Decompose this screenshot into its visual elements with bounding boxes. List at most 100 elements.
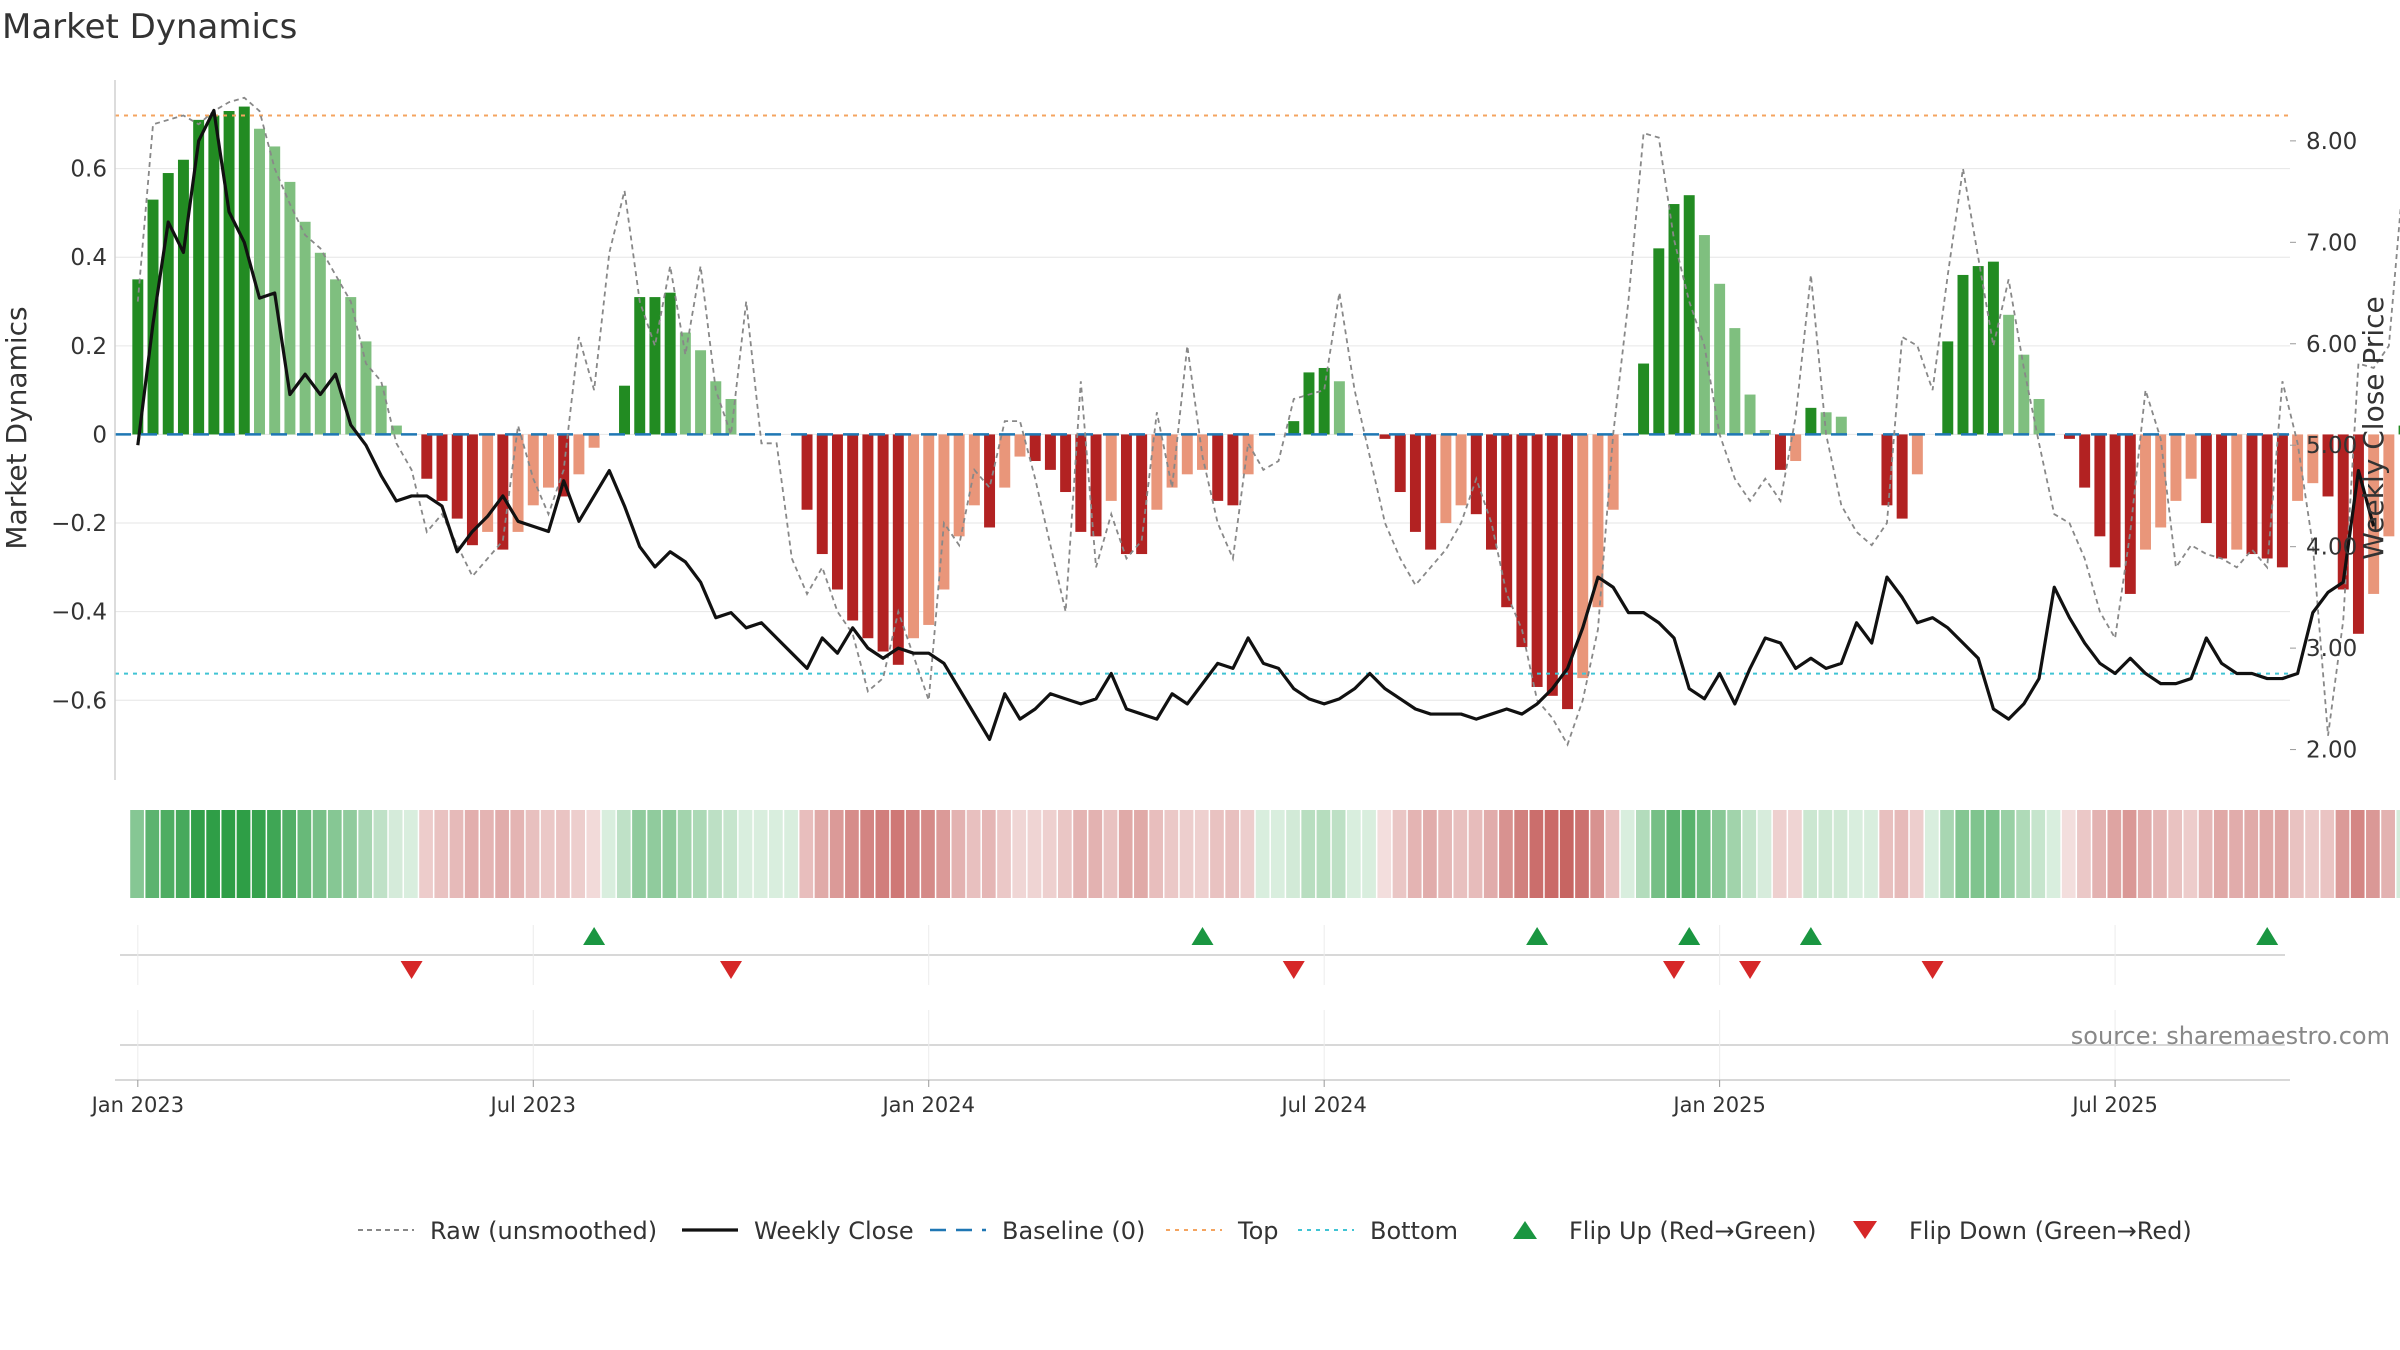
dynamics-bar — [1546, 434, 1558, 696]
flip-markers-panel — [120, 925, 2285, 1080]
flip-up-marker — [2256, 927, 2279, 945]
dynamics-bar — [1379, 434, 1391, 439]
regime-cell — [358, 810, 373, 898]
regime-cell — [1848, 810, 1863, 898]
regime-cell — [1666, 810, 1681, 898]
regime-cell — [525, 810, 540, 898]
regime-cell — [2198, 810, 2213, 898]
regime-cell — [1255, 810, 1270, 898]
dynamics-bar — [1090, 434, 1102, 537]
regime-cell — [1012, 810, 1027, 898]
regime-cell — [1712, 810, 1726, 898]
right-tick-label: 2.00 — [2306, 738, 2357, 764]
regime-cell — [2335, 810, 2350, 898]
dynamics-bar — [1683, 195, 1695, 435]
dynamics-bar — [1774, 434, 1786, 470]
left-tick-label: −0.4 — [51, 600, 107, 626]
regime-cell — [890, 810, 905, 898]
regime-cell — [1894, 810, 1909, 898]
dynamics-bar — [1835, 416, 1847, 435]
regime-cell — [2061, 810, 2076, 898]
regime-cell — [1134, 810, 1148, 898]
dynamics-bar — [451, 434, 463, 519]
regime-cell — [966, 810, 981, 898]
dynamics-bar — [1486, 434, 1497, 550]
left-tick-label: −0.2 — [51, 511, 107, 537]
regime-cell — [632, 810, 646, 898]
regime-cell — [540, 810, 555, 898]
left-tick-label: 0 — [92, 422, 107, 448]
dynamics-bar — [2063, 434, 2075, 439]
regime-cell — [1803, 810, 1817, 898]
regime-cell — [267, 810, 281, 898]
regime-cell — [1788, 810, 1802, 898]
regime-cell — [1635, 810, 1650, 898]
flip-up-marker — [1526, 927, 1549, 945]
dynamics-bar — [2079, 434, 2091, 488]
regime-cell — [221, 810, 236, 898]
dynamics-bar — [345, 297, 357, 435]
regime-cell — [1529, 810, 1544, 898]
legend-label: Weekly Close — [754, 1217, 914, 1245]
dynamics-bar — [831, 434, 843, 590]
dynamics-bar — [1318, 367, 1330, 435]
regime-cell — [997, 810, 1011, 898]
regime-cell — [1362, 810, 1376, 898]
regime-cell — [343, 810, 357, 898]
dynamics-bar — [238, 106, 250, 435]
dynamics-bar — [2246, 434, 2258, 555]
left-tick-label: 0.2 — [70, 334, 107, 360]
regime-cell — [1240, 810, 1255, 898]
dynamics-bar — [208, 115, 220, 435]
dynamics-bar — [1729, 328, 1741, 435]
regime-cell — [251, 810, 266, 898]
dynamics-bar — [2322, 434, 2334, 497]
dynamics-bar — [543, 434, 554, 488]
regime-cell — [1590, 810, 1605, 898]
dynamics-bar — [360, 341, 372, 435]
dynamics-bar — [2033, 398, 2045, 435]
dynamics-bar — [1303, 372, 1315, 435]
regime-cell — [1985, 810, 2000, 898]
regime-cell — [936, 810, 951, 898]
dynamics-bar — [1942, 341, 1954, 435]
dynamics-bar — [938, 434, 950, 590]
dynamics-bar — [2368, 434, 2380, 594]
dynamics-bar — [1698, 235, 1710, 435]
regime-cell — [1179, 810, 1194, 898]
regime-cell — [556, 810, 570, 898]
regime-cell — [769, 810, 783, 898]
regime-cell — [434, 810, 449, 898]
regime-cell — [921, 810, 935, 898]
x-tick-label: Jan 2023 — [90, 1093, 185, 1117]
right-tick-label: 4.00 — [2306, 535, 2357, 561]
regime-cell — [464, 810, 479, 898]
legend-label: Flip Up (Red→Green) — [1569, 1217, 1817, 1245]
dynamics-bar — [436, 434, 448, 501]
regime-cell — [616, 810, 631, 898]
dynamics-bar — [1972, 266, 1984, 435]
dynamics-bar — [679, 332, 691, 435]
x-tick-label: Jan 2024 — [880, 1093, 975, 1117]
dynamics-bar — [284, 181, 296, 435]
dynamics-bar — [177, 159, 189, 435]
regime-cell — [1210, 810, 1224, 898]
dynamics-bar — [1714, 283, 1726, 435]
regime-cell — [388, 810, 403, 898]
regime-cell — [1544, 810, 1559, 898]
dynamics-bar — [2231, 434, 2243, 550]
regime-cell — [753, 810, 768, 898]
dynamics-bars — [132, 106, 2400, 710]
regime-cell — [1331, 810, 1346, 898]
regime-cell — [175, 810, 190, 898]
regime-cell — [1270, 810, 1285, 898]
regime-cell — [2259, 810, 2274, 898]
dynamics-bar — [999, 434, 1011, 488]
dynamics-bar — [466, 434, 478, 546]
regime-cell — [1772, 810, 1787, 898]
dynamics-bar — [1455, 434, 1467, 506]
flip-down-marker — [1663, 961, 1686, 979]
dynamics-bar — [953, 434, 965, 537]
regime-cell — [145, 810, 160, 898]
dynamics-bar — [1136, 434, 1148, 555]
